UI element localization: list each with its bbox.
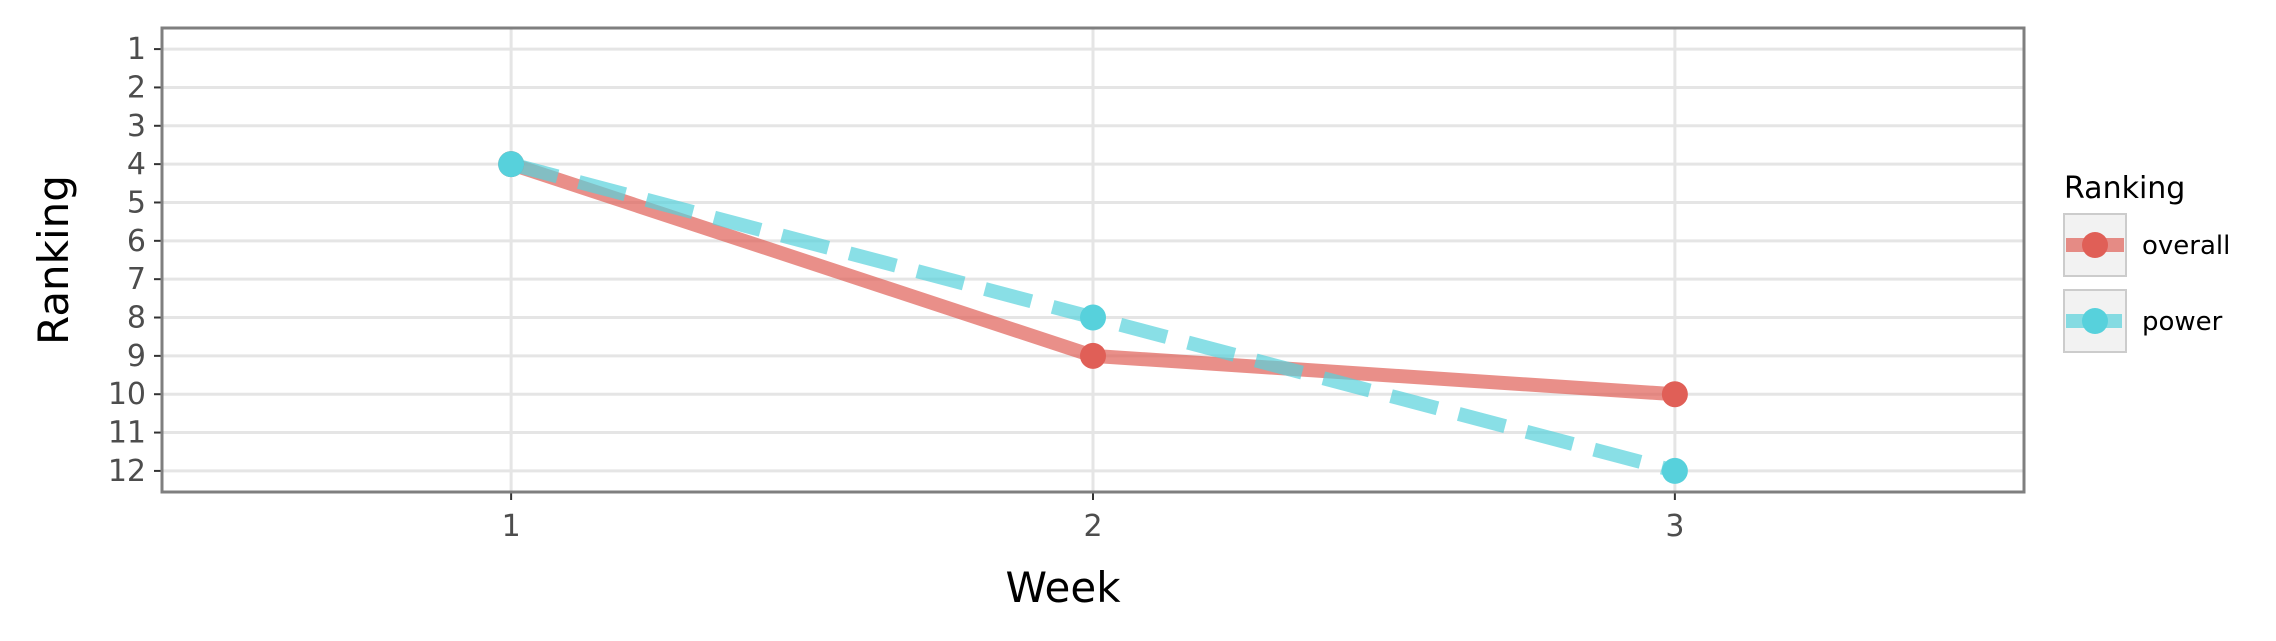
y-axis-title: Ranking bbox=[29, 175, 78, 345]
y-tick-label: 1 bbox=[127, 32, 146, 67]
legend-title: Ranking bbox=[2064, 171, 2185, 206]
y-tick-label: 10 bbox=[108, 377, 146, 412]
y-tick-label: 2 bbox=[127, 70, 146, 105]
x-tick-label: 2 bbox=[1083, 509, 1102, 544]
plot-border bbox=[160, 26, 2026, 494]
legend-key-marker bbox=[2082, 232, 2108, 258]
legend-item-overall: overall bbox=[2063, 213, 2230, 277]
y-tick-label: 12 bbox=[108, 454, 146, 489]
data-point-power bbox=[1080, 304, 1106, 331]
data-point-power bbox=[1661, 457, 1688, 484]
y-tick-label: 9 bbox=[127, 339, 146, 374]
legend-item-power: power bbox=[2063, 289, 2223, 353]
y-tick-label: 4 bbox=[127, 147, 146, 182]
legend-label: power bbox=[2142, 307, 2223, 337]
data-point-power bbox=[498, 151, 525, 178]
y-tick-label: 5 bbox=[127, 185, 146, 220]
data-point-overall bbox=[1661, 381, 1688, 408]
y-tick-label: 8 bbox=[127, 301, 146, 336]
legend-label: overall bbox=[2142, 231, 2230, 261]
legend: Ranking overall power bbox=[2063, 171, 2230, 353]
series-lines bbox=[498, 151, 1688, 484]
legend-key-marker bbox=[2082, 308, 2108, 334]
y-tick-label: 11 bbox=[108, 416, 146, 451]
data-point-overall bbox=[1080, 342, 1106, 369]
y-tick-label: 6 bbox=[127, 224, 146, 259]
x-axis-title: Week bbox=[1005, 563, 1121, 612]
y-tick-label: 3 bbox=[127, 109, 146, 144]
x-tick-label: 3 bbox=[1665, 509, 1684, 544]
y-tick-label: 7 bbox=[127, 262, 146, 297]
x-tick-label: 1 bbox=[502, 509, 521, 544]
